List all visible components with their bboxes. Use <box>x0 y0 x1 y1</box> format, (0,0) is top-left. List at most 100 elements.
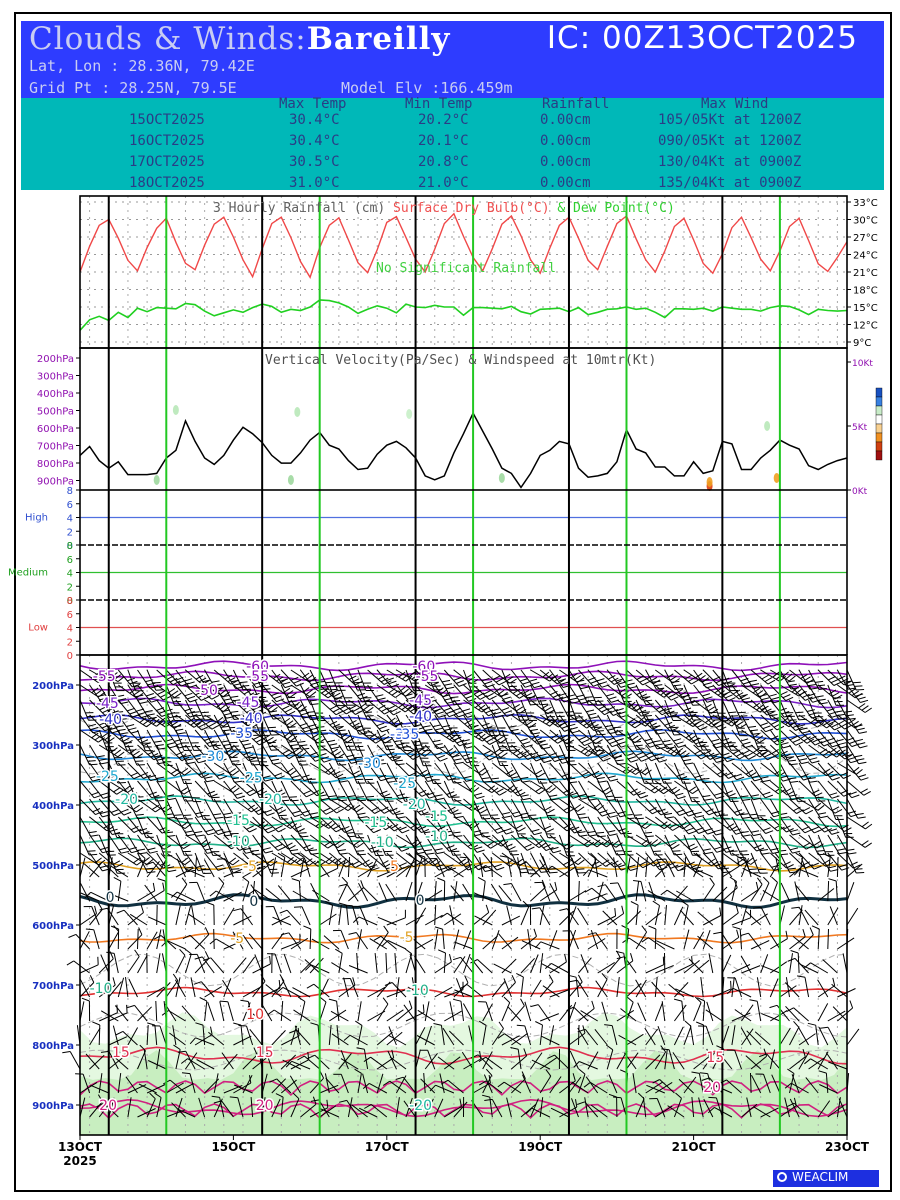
wind-barb-flag <box>379 700 388 704</box>
wind-barb-shaft <box>403 1100 417 1118</box>
wind-barb-flag <box>186 681 195 685</box>
wind-barb-shaft <box>319 867 338 878</box>
wind-barb <box>208 1031 225 1046</box>
wind-barb <box>386 798 406 819</box>
wind-barb-flag <box>116 778 125 780</box>
wind-barb-shaft <box>114 1005 129 1022</box>
wind-barb <box>491 834 516 851</box>
row-max-wind: 105/05Kt at 1200Z <box>658 112 802 128</box>
wind-barb-shaft <box>503 1081 522 1094</box>
wind-barb-shaft <box>196 882 206 902</box>
wind-barb <box>85 1053 100 1070</box>
wind-barb <box>319 798 344 814</box>
wind-barb-flag <box>123 811 132 816</box>
wind-barb-flag <box>324 690 332 696</box>
wind-barb <box>175 780 193 802</box>
wind-barb <box>415 938 434 950</box>
wind-barb <box>642 1097 647 1118</box>
wind-barb-flag <box>510 786 518 793</box>
wind-barb-flag <box>94 734 102 741</box>
wind-barb <box>267 953 282 974</box>
wind-barb-flag <box>156 720 164 727</box>
wind-barb <box>635 979 647 998</box>
wind-barb-shaft <box>127 1097 132 1118</box>
wind-barb <box>328 998 340 1022</box>
wind-barb-shaft <box>385 952 388 974</box>
wind-barb-flag <box>596 678 605 682</box>
wind-barb-flag <box>204 737 212 742</box>
humidity-contour <box>80 1049 847 1071</box>
wind-barb-shaft <box>510 883 522 902</box>
wind-barb <box>396 864 413 878</box>
wind-barb-shaft <box>517 1049 522 1070</box>
wind-barb-flag <box>348 932 357 935</box>
wind-barb-flag <box>158 780 167 783</box>
wind-barb <box>129 913 148 926</box>
wind-barb <box>472 684 497 701</box>
wind-barb-flag <box>336 860 339 869</box>
wind-barb <box>185 816 205 837</box>
wind-barb-flag <box>239 681 248 684</box>
wind-barb-flag <box>106 951 115 954</box>
wind-barb <box>137 762 159 782</box>
wind-barb-shaft <box>146 1024 149 1046</box>
wind-barb-flag <box>512 748 521 754</box>
wind-barb-shaft <box>357 1025 363 1046</box>
wind-barb-shaft <box>271 1030 286 1046</box>
wind-barb-flag <box>330 748 338 754</box>
colorbar-cell <box>875 387 883 398</box>
wind-barb-flag <box>630 953 634 962</box>
wind-barb <box>137 816 154 838</box>
wind-barb-flag <box>390 823 399 829</box>
wind-barb-flag <box>303 715 312 719</box>
wind-barb-flag <box>587 830 596 834</box>
wind-barb <box>501 762 522 782</box>
wind-barb-flag <box>187 761 196 765</box>
wind-barb-shaft <box>222 979 234 998</box>
wind-barb-flag <box>433 1023 442 1026</box>
wind-barb <box>300 834 319 855</box>
wind-barb <box>204 762 228 780</box>
wind-barb-shaft <box>108 1036 128 1046</box>
wind-barb-flag <box>231 868 240 870</box>
wind-barb-flag <box>606 841 614 848</box>
wind-barb <box>79 1081 98 1094</box>
wind-barb-shaft <box>386 699 406 713</box>
wind-barb-shaft <box>367 714 383 733</box>
wind-barb-flag <box>252 706 261 711</box>
wind-barb-shaft <box>613 857 618 878</box>
wind-barb <box>626 834 652 847</box>
wind-barb-flag <box>641 767 649 773</box>
wind-barb <box>501 744 527 759</box>
wind-barb-flag <box>404 730 413 732</box>
wind-barb-flag <box>578 1068 586 1075</box>
wind-barb-shaft <box>442 929 445 950</box>
wind-barb <box>155 1000 158 1022</box>
wind-barb-flag <box>392 810 401 815</box>
wind-barb-shaft <box>79 979 91 998</box>
wind-barb-flag <box>538 700 547 702</box>
wind-barb <box>175 816 196 837</box>
wind-barb-flag <box>606 795 615 798</box>
dry-bulb-line <box>80 212 847 279</box>
wind-barb <box>175 714 201 728</box>
wind-barb <box>417 1009 435 1022</box>
wind-barb-flag <box>395 777 404 780</box>
wind-barb <box>127 949 140 974</box>
wind-barb <box>194 762 215 783</box>
wind-barb-flag <box>530 1004 539 1008</box>
wind-barb-shaft <box>156 982 171 998</box>
wind-barb-shaft <box>271 1098 281 1118</box>
wind-barb-shaft <box>210 957 225 974</box>
wind-barb-flag <box>90 775 99 779</box>
wind-barb-shaft <box>198 1097 206 1118</box>
wind-barb-flag <box>577 831 586 834</box>
wind-barb-shaft <box>348 965 368 974</box>
wind-barb-flag <box>204 847 213 851</box>
wind-barb-flag <box>554 719 562 726</box>
wind-barb <box>185 744 207 764</box>
wind-barb-flag <box>245 851 254 854</box>
wind-barb-flag <box>422 725 431 728</box>
wind-barb-shaft <box>346 905 349 926</box>
wind-barb-flag <box>271 758 280 762</box>
